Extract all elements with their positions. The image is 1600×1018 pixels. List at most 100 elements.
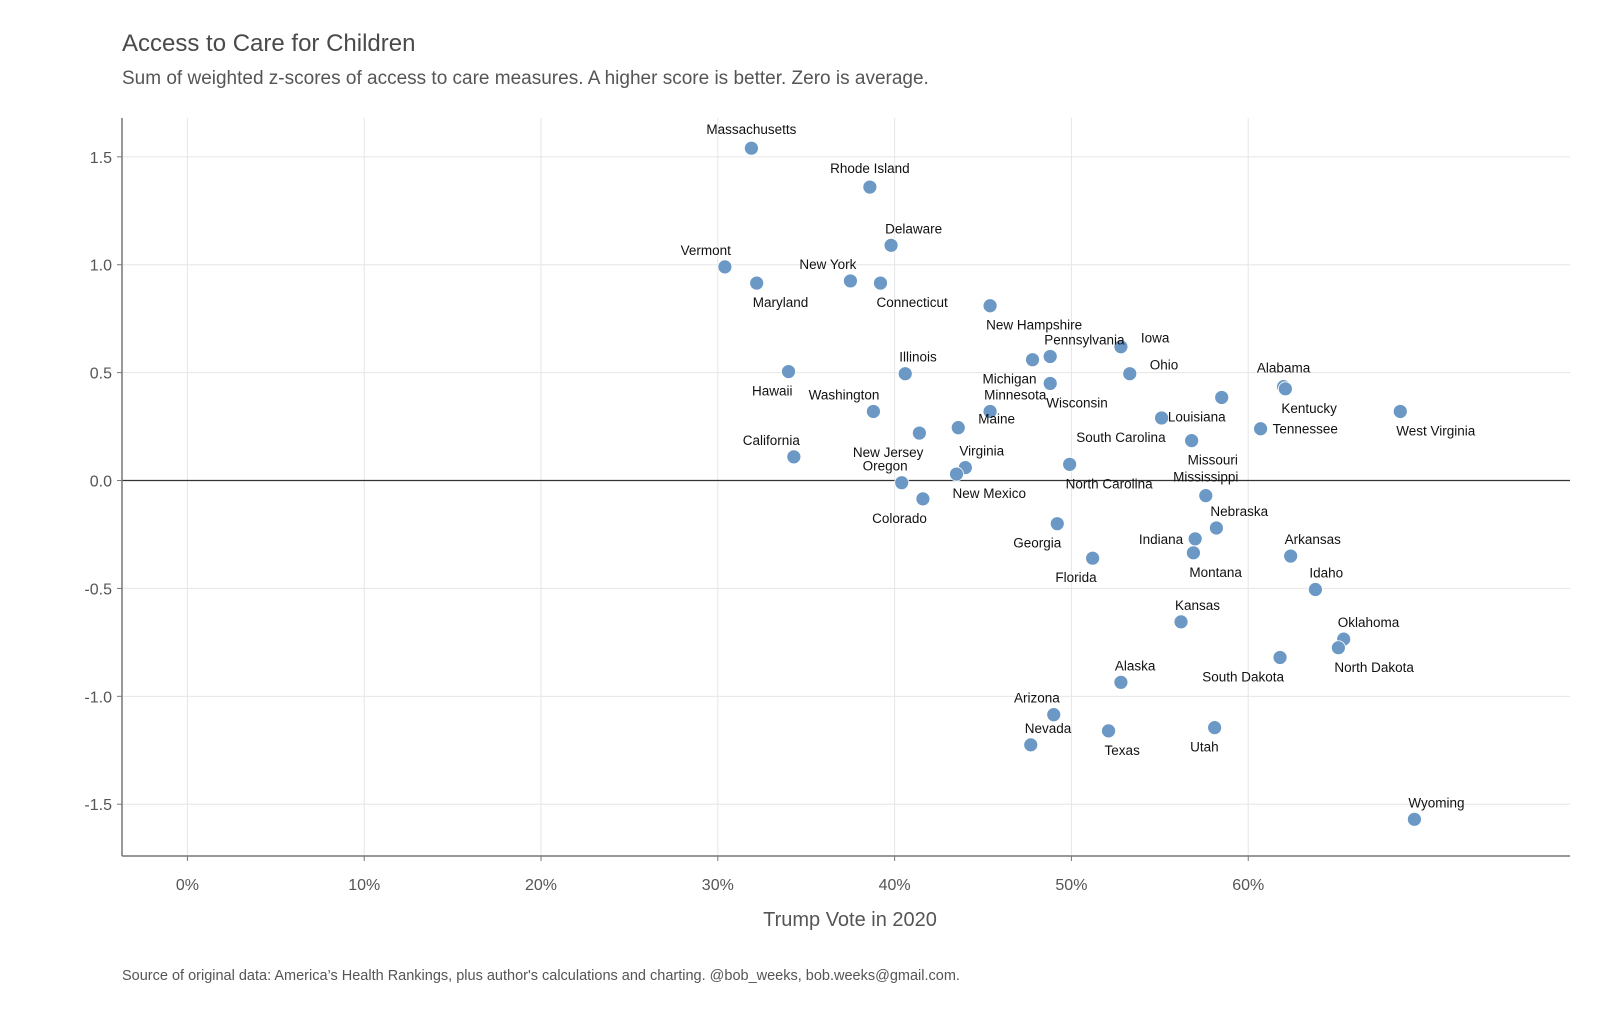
point-label: Kentucky: [1281, 401, 1337, 416]
data-point: [1330, 640, 1346, 656]
data-point: [1407, 811, 1422, 827]
point-label: Idaho: [1309, 566, 1343, 581]
point-label: South Carolina: [1076, 430, 1166, 445]
point-label: North Carolina: [1066, 476, 1154, 491]
point-label: South Dakota: [1202, 669, 1284, 684]
point-label: Florida: [1055, 570, 1097, 585]
data-point: [950, 420, 966, 436]
data-point: [1085, 550, 1101, 566]
data-point: [1283, 548, 1299, 564]
point-label: North Dakota: [1334, 660, 1414, 675]
data-point: [781, 364, 796, 379]
y-tick-label: 1.5: [90, 150, 112, 167]
point-label: Kansas: [1175, 598, 1220, 613]
data-point: [1184, 433, 1200, 449]
point-label: Minnesota: [984, 387, 1047, 402]
point-label: New York: [799, 257, 856, 272]
data-point: [1187, 531, 1203, 547]
y-tick-label: 0.5: [90, 366, 112, 383]
point-label: Mississippi: [1173, 470, 1238, 485]
point-label: Washington: [809, 387, 880, 402]
data-point: [862, 179, 878, 195]
data-point: [1154, 410, 1169, 426]
data-point: [1308, 582, 1323, 597]
data-point: [1025, 352, 1040, 368]
data-point: [894, 475, 910, 491]
point-label: West Virginia: [1396, 423, 1476, 438]
point-label: Alabama: [1257, 361, 1311, 376]
x-tick-label: 30%: [702, 877, 734, 894]
data-point: [1392, 404, 1408, 419]
data-point: [949, 466, 964, 482]
data-point: [1042, 376, 1058, 391]
point-label: Utah: [1190, 740, 1219, 755]
point-label: Massachusetts: [706, 122, 796, 137]
data-point: [1122, 366, 1138, 382]
data-point: [1253, 421, 1268, 437]
point-label: Maryland: [753, 295, 809, 310]
chart-subtitle: Sum of weighted z-scores of access to ca…: [122, 68, 929, 89]
data-point: [1198, 488, 1214, 504]
data-point: [1208, 520, 1224, 536]
data-point: [1023, 737, 1039, 753]
point-label: Virginia: [959, 444, 1004, 459]
y-tick-label: -0.5: [84, 581, 112, 598]
y-tick-label: 1.0: [90, 258, 112, 275]
point-label: Vermont: [681, 243, 732, 258]
point-label: Connecticut: [876, 295, 948, 310]
point-label: Iowa: [1141, 331, 1170, 346]
point-label: Colorado: [872, 511, 927, 526]
data-point: [1113, 339, 1129, 355]
data-point: [1113, 674, 1129, 690]
data-point: [1186, 545, 1201, 561]
data-point: [897, 366, 913, 382]
x-tick-label: 10%: [348, 877, 380, 894]
point-label: Arkansas: [1285, 532, 1342, 547]
data-point: [915, 491, 931, 507]
point-label: Georgia: [1013, 536, 1062, 551]
data-point: [911, 425, 927, 441]
point-layer: [717, 140, 1422, 827]
label-layer: Massachusetts Rhode Island Delaware Vermont…: [681, 122, 1476, 810]
data-point: [749, 275, 765, 291]
point-label: New Jersey: [853, 445, 924, 460]
point-label: Texas: [1105, 743, 1141, 758]
point-label: Maine: [978, 412, 1015, 427]
data-point: [883, 237, 899, 253]
point-label: Alaska: [1115, 658, 1156, 673]
point-label: California: [743, 433, 801, 448]
data-point: [843, 273, 858, 289]
data-point: [866, 404, 881, 419]
point-label: Ohio: [1150, 358, 1179, 373]
data-point: [1042, 349, 1058, 364]
data-point: [982, 298, 998, 314]
x-tick-label: 50%: [1055, 877, 1087, 894]
data-point: [1173, 614, 1189, 630]
point-label: Louisiana: [1168, 409, 1226, 424]
point-label: New Hampshire: [986, 318, 1082, 333]
point-label: Pennsylvania: [1044, 332, 1125, 347]
data-point: [1207, 720, 1223, 736]
x-tick-label: 0%: [176, 877, 199, 894]
point-label: Rhode Island: [830, 161, 910, 176]
y-tick-label: 0.0: [90, 474, 112, 491]
point-label: Hawaii: [752, 384, 793, 399]
axis-layer: 1.5 1.0 0.5 0.0 -0.5 -1.0 -1.5 0% 10% 20% 30% 40% 50…: [84, 118, 1570, 894]
point-label: Indiana: [1139, 532, 1184, 547]
x-tick-label: 20%: [525, 877, 557, 894]
chart-caption: Source of original data: America’s Healt…: [122, 968, 960, 984]
data-point: [1277, 381, 1293, 397]
y-tick-label: -1.0: [84, 689, 112, 706]
point-label: Missouri: [1188, 453, 1238, 468]
data-point: [873, 275, 888, 291]
x-axis-title: Trump Vote in 2020: [763, 909, 937, 931]
point-label: Nevada: [1025, 721, 1072, 736]
point-label: Wisconsin: [1046, 395, 1108, 410]
data-point: [1214, 390, 1230, 405]
point-label: Wyoming: [1408, 795, 1464, 810]
point-label: Oregon: [863, 459, 908, 474]
data-point: [786, 449, 802, 465]
x-tick-label: 40%: [879, 877, 911, 894]
point-label: New Mexico: [953, 486, 1027, 501]
